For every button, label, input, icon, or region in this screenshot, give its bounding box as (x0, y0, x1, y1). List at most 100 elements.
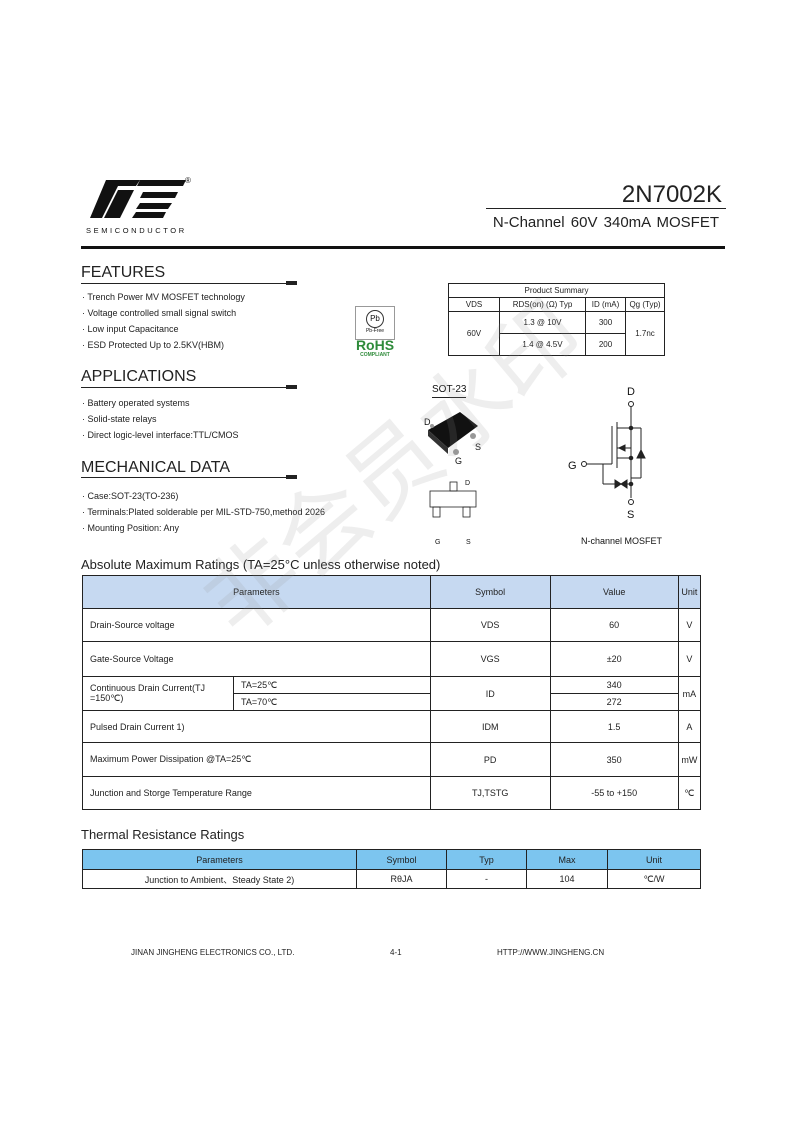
table-cell: 1.3 @ 10V (499, 311, 586, 334)
table-cell: VGS (429, 641, 551, 677)
header-cell: Symbol (429, 575, 551, 609)
header-cell: Parameters (82, 849, 357, 870)
table-cell: 272 (549, 693, 679, 711)
table-cell: V (677, 641, 702, 677)
list-item: ESD Protected Up to 2.5KV(HBM) (82, 337, 245, 353)
pb-icon: Pb (366, 310, 384, 328)
features-list: Trench Power MV MOSFET technology Voltag… (82, 289, 245, 353)
table-cell: A (677, 710, 702, 743)
table-cell: - (446, 869, 527, 889)
package-label: SOT-23 (432, 384, 467, 398)
header-cell: Qg (Typ) (625, 297, 665, 312)
table-cell: ±20 (549, 641, 679, 677)
header-cell: Unit (677, 575, 702, 609)
table-row: Continuous Drain Current(TJ =150℃) TA=25… (82, 676, 702, 711)
table-row: Maximum Power Dissipation @TA=25℃ PD 350… (82, 742, 702, 777)
applications-list: Battery operated systems Solid-state rel… (82, 395, 239, 443)
table-cell: Maximum Power Dissipation @TA=25℃ (82, 742, 431, 777)
pin-label-g: G (455, 456, 463, 466)
table-cell: VDS (429, 608, 551, 642)
table-cell: Continuous Drain Current(TJ =150℃) (82, 676, 234, 711)
list-item: Terminals:Plated solderable per MIL-STD-… (82, 504, 325, 520)
table-cell: -55 to +150 (549, 776, 679, 810)
brand-subtitle: SEMICONDUCTOR (86, 226, 187, 235)
list-item: Solid-state relays (82, 411, 239, 427)
table-cell: 60V (448, 311, 500, 356)
header-divider (81, 246, 725, 249)
table-cell: mA (677, 676, 702, 711)
footer-company: JINAN JINGHENG ELECTRONICS CO., LTD. (131, 948, 295, 957)
part-number: 2N7002K (621, 181, 722, 208)
thermal-title: Thermal Resistance Ratings (81, 827, 245, 842)
table-cell: 350 (549, 742, 679, 777)
abs-max-table: Parameters Symbol Value Unit Drain-Sourc… (82, 575, 702, 810)
abs-max-title: Absolute Maximum Ratings (TA=25°C unless… (81, 557, 441, 572)
applications-title: APPLICATIONS (81, 368, 197, 385)
mosfet-schematic-icon (581, 401, 646, 505)
table-cell: 1.7nc (625, 311, 665, 356)
table-cell: V (677, 608, 702, 642)
table-cell: TA=70℃ (233, 693, 431, 711)
list-item: Case:SOT-23(TO-236) (82, 488, 325, 504)
table-row: TA=70℃ 272 (83, 693, 701, 711)
table-cell: Pulsed Drain Current 1) (82, 710, 431, 743)
table-cell: PD (429, 742, 551, 777)
table-cell: ID (429, 676, 551, 711)
header-cell: Typ (446, 849, 527, 870)
header-cell: RDS(on) (Ω) Typ (499, 297, 586, 312)
table-row: Pulsed Drain Current 1) IDM 1.5 A (82, 710, 702, 743)
part-subtitle: N-Channel 60V 340mA MOSFET (492, 214, 719, 231)
mechanical-list: Case:SOT-23(TO-236) Terminals:Plated sol… (82, 488, 325, 536)
mechanical-title: MECHANICAL DATA (81, 459, 231, 476)
features-title: FEATURES (81, 264, 166, 281)
table-cell: 60 (549, 608, 679, 642)
rohs-label: RoHS (355, 337, 395, 353)
header-cell: Symbol (356, 849, 447, 870)
header-cell: Parameters (82, 575, 431, 609)
features-rule (81, 281, 297, 285)
product-summary-title: Product Summary (448, 283, 665, 298)
table-row: Junction to Ambient、Steady State 2) RθJA… (82, 869, 701, 889)
schematic-caption: N-channel MOSFET (581, 536, 663, 546)
table-cell: 1.5 (549, 710, 679, 743)
table-cell: Junction to Ambient、Steady State 2) (82, 869, 357, 889)
table-row: Junction and Storge Temperature Range TJ… (82, 776, 702, 810)
sot23-package-image (428, 412, 478, 455)
thermal-table: Parameters Symbol Typ Max Unit Junction … (82, 849, 701, 889)
list-item: Voltage controlled small signal switch (82, 305, 245, 321)
table-cell: ℃ (677, 776, 702, 810)
table-cell: Drain-Source voltage (82, 608, 431, 642)
pb-free-badge: Pb Pb-Free (355, 306, 395, 340)
rohs-compliant: COMPLIANT (360, 352, 390, 358)
table-cell: 340 (549, 676, 679, 694)
table-cell: RθJA (356, 869, 447, 889)
registered-mark: ® (185, 176, 191, 185)
schematic-label-g: G (568, 460, 577, 472)
table-cell: TJ,TSTG (429, 776, 551, 810)
mechanical-rule (81, 475, 297, 479)
sot23-footprint (429, 481, 477, 518)
table-cell: 300 (585, 311, 626, 334)
pin-label-s: S (475, 442, 482, 452)
list-item: Battery operated systems (82, 395, 239, 411)
list-item: Direct logic-level interface:TTL/CMOS (82, 427, 239, 443)
list-item: Low input Capacitance (82, 321, 245, 337)
product-summary-table: Product Summary VDS RDS(on) (Ω) Typ ID (… (448, 283, 665, 356)
applications-rule (81, 385, 297, 389)
schematic-label-s: S (627, 509, 635, 521)
footprint-pin-s: S (466, 539, 471, 546)
company-logo (90, 180, 186, 218)
header-cell: VDS (448, 297, 500, 312)
table-row: Gate-Source Voltage VGS ±20 V (82, 641, 702, 677)
table-cell: ℃/W (607, 869, 701, 889)
schematic-label-d: D (627, 386, 635, 398)
pb-free-label: Pb-Free (365, 328, 385, 334)
pin-label-d: D (424, 417, 431, 427)
footer-page: 4-1 (390, 948, 402, 957)
header-cell: Value (549, 575, 679, 609)
footprint-pin-d: D (465, 480, 471, 487)
table-cell: Gate-Source Voltage (82, 641, 431, 677)
title-underline (486, 208, 726, 209)
footer-url[interactable]: HTTP://WWW.JINGHENG.CN (497, 948, 605, 957)
table-cell: TA=25℃ (233, 676, 431, 694)
